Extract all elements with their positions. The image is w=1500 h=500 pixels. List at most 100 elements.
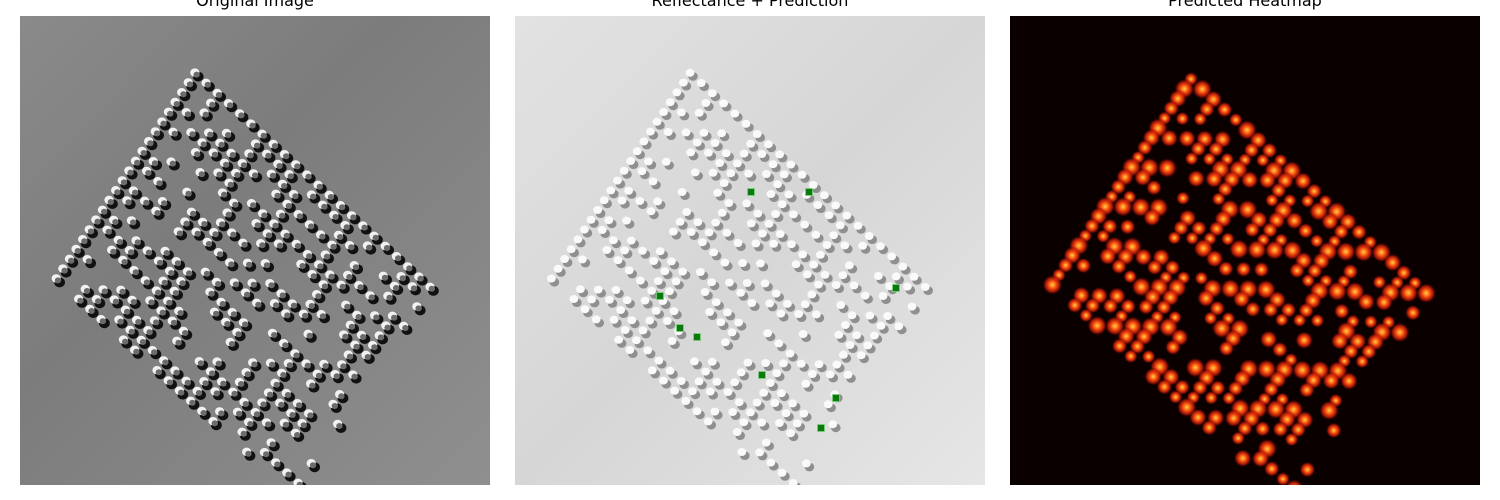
reflectance-dot xyxy=(711,298,724,311)
heatmap-blob xyxy=(1383,253,1402,272)
heatmap-blob xyxy=(1274,312,1289,327)
embossed-dot xyxy=(109,295,123,309)
heatmap-blob xyxy=(1299,461,1316,478)
embossed-dot xyxy=(148,157,163,171)
reflectance-dot xyxy=(746,219,759,232)
heatmap-blob xyxy=(1255,153,1270,168)
embossed-dot xyxy=(227,228,241,242)
embossed-dot xyxy=(246,199,261,213)
embossed-dot xyxy=(381,321,395,335)
reflectance-dot xyxy=(599,196,612,209)
reflectance-dot xyxy=(839,350,852,363)
heatmap-blob xyxy=(1205,170,1223,188)
heatmap-blob xyxy=(1272,421,1289,438)
reflectance-dot xyxy=(586,215,599,228)
reflectance-dot xyxy=(622,216,635,229)
embossed-dot xyxy=(213,168,227,182)
embossed-dot xyxy=(153,256,168,270)
heatmap-blob xyxy=(1160,129,1179,148)
embossed-dot xyxy=(281,388,295,402)
embossed-dot xyxy=(182,267,197,281)
reflectance-dot xyxy=(823,400,836,413)
heatmap-blob xyxy=(1333,303,1350,320)
embossed-dot xyxy=(178,326,193,340)
embossed-dot xyxy=(166,157,180,171)
heatmap-blob xyxy=(1327,281,1348,302)
panel-title-reflectance: Reflectance + Prediction xyxy=(651,0,849,10)
reflectance-dot xyxy=(733,159,746,172)
reflectance-dot xyxy=(707,357,720,370)
embossed-dot xyxy=(265,358,280,372)
heatmap-blob xyxy=(1271,341,1288,358)
reflectance-dot xyxy=(771,210,784,223)
reflectance-dot xyxy=(789,210,802,223)
reflectance-dot xyxy=(843,370,856,383)
reflectance-dot xyxy=(654,356,667,369)
embossed-dot xyxy=(122,196,136,210)
reflectance-dot xyxy=(696,268,709,280)
embossed-dot xyxy=(199,108,213,122)
reflectance-dot xyxy=(708,89,721,102)
heatmap-blob xyxy=(1146,179,1162,196)
embossed-dot xyxy=(303,329,317,343)
reflectance-dot xyxy=(797,170,810,183)
reflectance-dot xyxy=(728,408,741,420)
heatmap-blob xyxy=(1113,196,1133,217)
embossed-dot xyxy=(337,360,351,374)
heatmap-blob xyxy=(1298,382,1315,398)
reflectance-dot xyxy=(578,255,591,268)
embossed-dot xyxy=(58,264,72,278)
heatmap-blob xyxy=(1351,224,1367,240)
embossed-dot xyxy=(320,250,334,264)
heatmap-blob xyxy=(1066,297,1083,314)
reflectance-dot xyxy=(645,316,658,329)
embossed-dot xyxy=(213,248,228,262)
reflectance-dot xyxy=(765,299,778,312)
reflectance-dot xyxy=(734,318,747,331)
reflectance-dot xyxy=(591,315,604,328)
heatmap-blob xyxy=(1295,331,1314,350)
reflectance-dot xyxy=(663,317,676,329)
embossed-dot xyxy=(273,159,287,173)
reflectance-dot xyxy=(602,246,615,258)
embossed-dot xyxy=(250,408,264,422)
heatmap-blob xyxy=(1353,242,1374,262)
prediction-marker xyxy=(747,188,755,196)
reflectance-dot xyxy=(632,336,645,349)
embossed-dot xyxy=(348,370,362,384)
reflectance-dot xyxy=(824,211,837,224)
embossed-dot xyxy=(215,138,229,152)
embossed-dot xyxy=(276,289,290,303)
reflectance-dot xyxy=(786,429,799,442)
reflectance-dot xyxy=(678,267,691,280)
reflectance-dot xyxy=(676,377,689,389)
heatmap-blob xyxy=(1229,239,1249,260)
heatmap-blob xyxy=(1175,111,1190,126)
reflectance-dot xyxy=(620,246,633,259)
reflectance-dot xyxy=(814,360,827,373)
reflectance-dot xyxy=(627,316,640,329)
embossed-dot xyxy=(318,200,332,214)
embossed-dot xyxy=(241,368,255,382)
embossed-dot xyxy=(248,169,263,183)
reflectance-dot xyxy=(616,306,629,318)
embossed-dot xyxy=(403,262,417,276)
embossed-dot xyxy=(251,219,265,233)
heatmap-blob xyxy=(1262,301,1279,318)
embossed-dot xyxy=(183,78,198,92)
embossed-dot xyxy=(64,254,79,268)
embossed-dot xyxy=(195,168,209,182)
heatmap-blob xyxy=(1235,261,1252,278)
reflectance-dot xyxy=(822,241,835,254)
embossed-dot xyxy=(152,366,166,380)
embossed-dot xyxy=(307,270,321,284)
embossed-dot xyxy=(156,306,170,320)
embossed-dot xyxy=(116,285,130,299)
heatmap-blob xyxy=(1138,298,1154,315)
embossed-dot xyxy=(128,186,143,200)
reflectance-dot xyxy=(836,301,849,313)
reflectance-dot-matrix-image xyxy=(547,68,933,485)
heatmap-blob xyxy=(1340,372,1358,390)
embossed-dot xyxy=(144,137,158,151)
reflectance-dot xyxy=(903,282,916,295)
